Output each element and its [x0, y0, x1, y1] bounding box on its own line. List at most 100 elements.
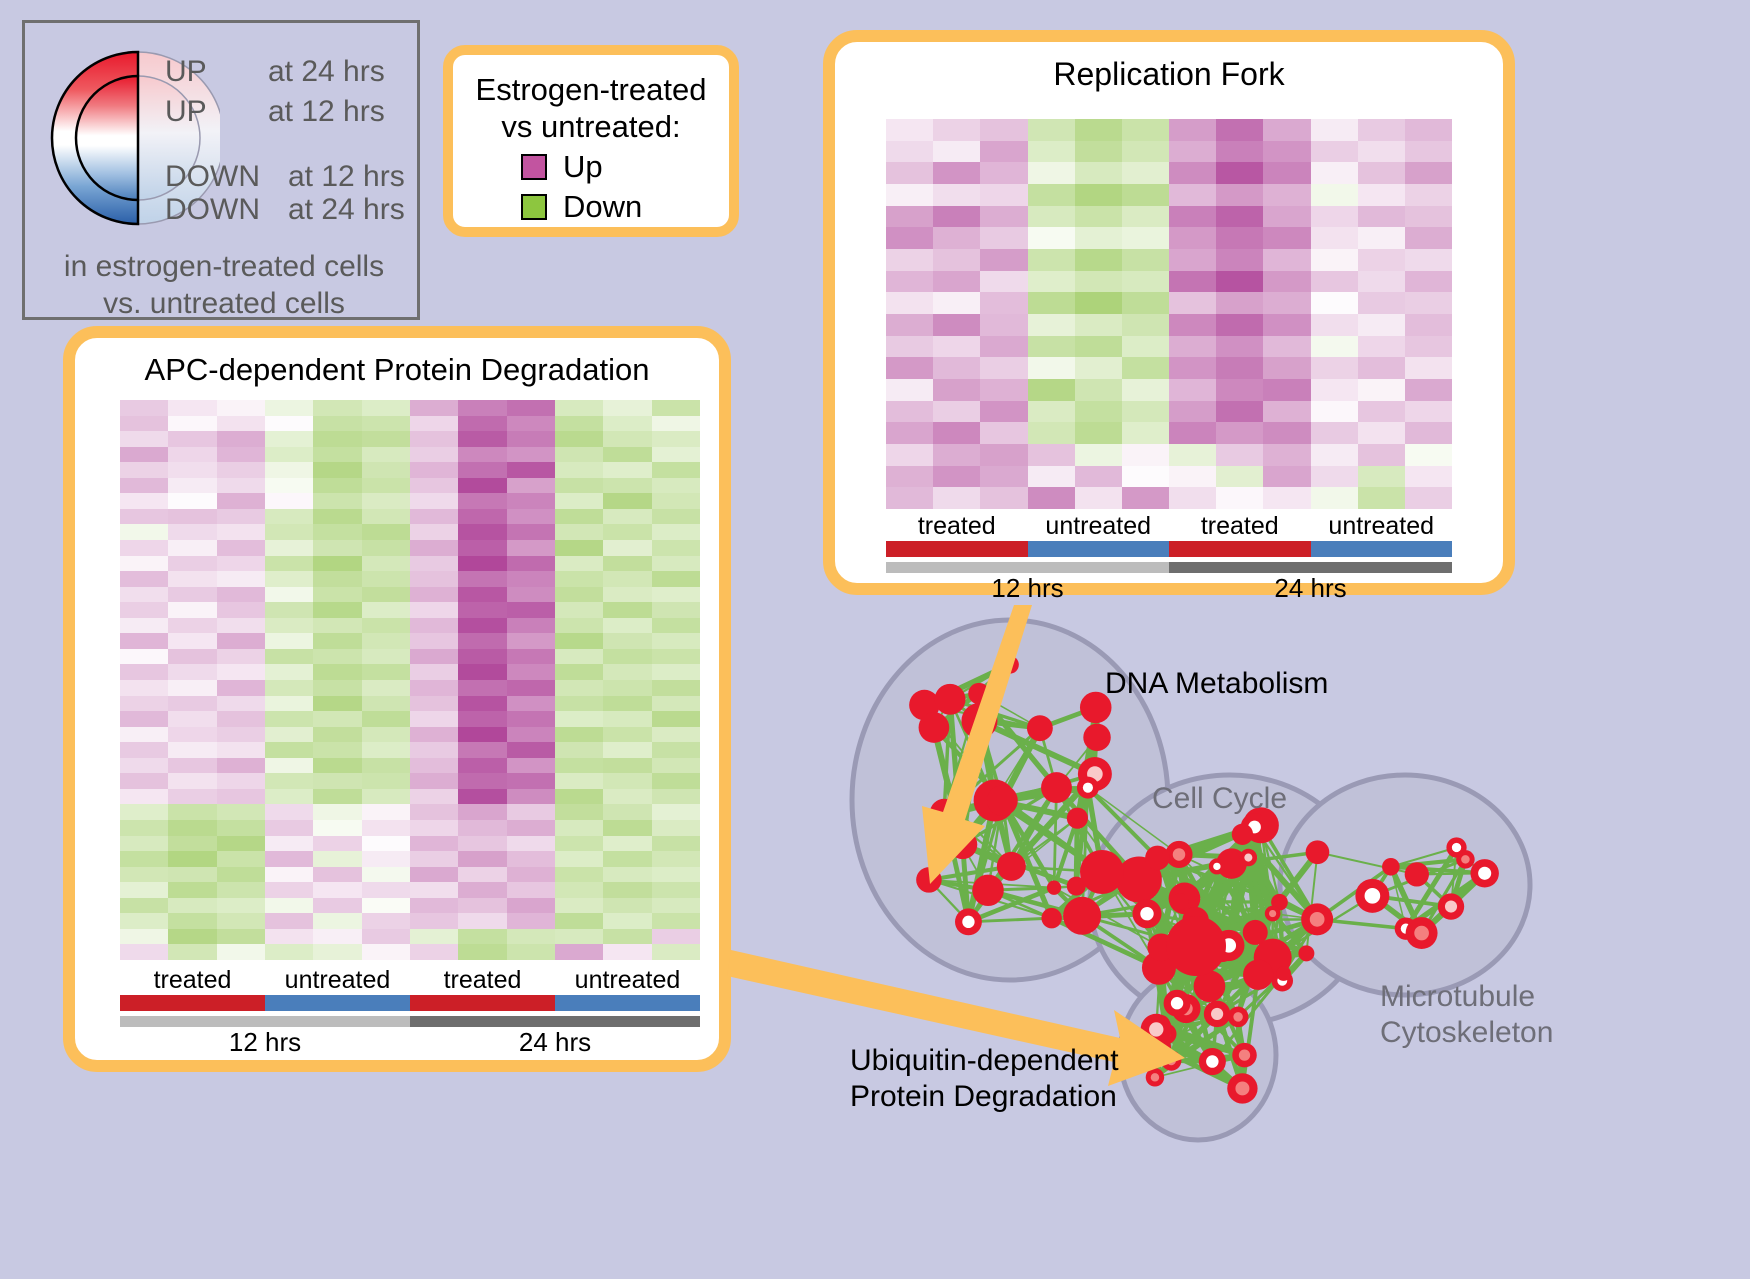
network-node[interactable]	[1166, 916, 1226, 976]
network-node[interactable]	[1305, 840, 1330, 865]
network-node[interactable]	[1470, 859, 1499, 888]
heatmap-cell	[1357, 205, 1405, 228]
network-node[interactable]	[1264, 905, 1281, 922]
heatmap-cell	[313, 711, 362, 727]
network-node[interactable]	[1456, 850, 1475, 869]
heatmap-cell	[506, 431, 555, 447]
network-node[interactable]	[1163, 989, 1191, 1017]
heatmap-cell	[361, 695, 410, 712]
heatmap-cell	[409, 400, 459, 416]
heatmap-cell	[458, 633, 507, 649]
network-node[interactable]	[1404, 862, 1429, 887]
network-node[interactable]	[1079, 691, 1112, 724]
network-node[interactable]	[1145, 845, 1170, 871]
arrow-to-replication-fork	[922, 605, 1032, 884]
network-node[interactable]	[955, 908, 982, 936]
heatmap-cell	[361, 508, 410, 525]
node-outer-disc	[934, 683, 966, 715]
heatmap-cell	[1310, 465, 1358, 488]
network-node[interactable]	[1208, 858, 1225, 875]
network-node[interactable]	[1083, 723, 1111, 752]
network-node[interactable]	[1165, 840, 1193, 869]
network-node[interactable]	[996, 851, 1026, 881]
network-node[interactable]	[1382, 857, 1400, 876]
heatmap-cell	[361, 897, 410, 914]
rf-bar-untreated-12	[1027, 541, 1169, 557]
node-outer-disc	[1115, 856, 1162, 903]
network-node[interactable]	[1243, 959, 1274, 990]
network-node[interactable]	[1239, 848, 1258, 867]
network-node[interactable]	[1298, 945, 1315, 962]
heatmap-cell	[409, 477, 459, 494]
heatmap-cell	[168, 477, 217, 494]
heatmap-cell	[1074, 119, 1122, 141]
heatmap-cell	[1404, 335, 1452, 358]
heatmap-cell	[1074, 357, 1122, 379]
network-node[interactable]	[987, 785, 1018, 816]
network-node[interactable]	[1227, 1006, 1249, 1028]
heatmap-cell	[1027, 227, 1075, 249]
network-node[interactable]	[1355, 878, 1390, 913]
network-node[interactable]	[1193, 970, 1226, 1003]
heatmap-cell	[216, 664, 265, 680]
network-node[interactable]	[1231, 823, 1254, 845]
network-node[interactable]	[1232, 1042, 1257, 1068]
heatmap-cell	[264, 882, 314, 898]
network-node[interactable]	[1066, 876, 1086, 896]
heatmap-cell	[458, 757, 507, 774]
heatmap-cell	[554, 400, 604, 416]
network-node[interactable]	[1437, 893, 1465, 920]
network-node[interactable]	[972, 874, 1004, 907]
network-node[interactable]	[1132, 899, 1162, 929]
heatmap-cell	[506, 913, 555, 929]
heatmap-cell	[933, 227, 981, 249]
heatmap-cell	[554, 726, 604, 743]
heatmap-cell	[1027, 487, 1075, 509]
heatmap-cell	[1404, 313, 1452, 336]
key-row-down: Down	[453, 189, 729, 225]
label-microtubule-line1: Microtubule	[1380, 980, 1536, 1013]
heatmap-cell	[1357, 357, 1405, 379]
network-node[interactable]	[1276, 966, 1291, 981]
network-node[interactable]	[1242, 919, 1268, 945]
heatmap-cell	[506, 726, 555, 743]
heatmap-cell	[168, 711, 217, 727]
network-node[interactable]	[1227, 1073, 1258, 1104]
heatmap-cell	[168, 851, 217, 867]
network-node[interactable]	[1041, 772, 1072, 804]
heatmap-cell	[1027, 205, 1075, 228]
heatmap-cell	[1121, 183, 1169, 206]
heatmap-cell	[409, 944, 459, 960]
network-node[interactable]	[1216, 848, 1247, 879]
network-node[interactable]	[1198, 1047, 1226, 1076]
network-node[interactable]	[1076, 776, 1099, 799]
network-node[interactable]	[1115, 856, 1162, 903]
heatmap-cell	[1263, 227, 1311, 249]
network-node[interactable]	[1203, 1000, 1231, 1028]
network-node[interactable]	[1405, 917, 1438, 950]
network-node[interactable]	[918, 712, 950, 743]
apc-group-label-2: treated	[443, 966, 522, 994]
heatmap-cell	[1027, 465, 1075, 488]
network-node[interactable]	[1063, 896, 1102, 935]
heatmap-cell	[1310, 313, 1358, 336]
network-node[interactable]	[1301, 903, 1334, 936]
heatmap-cell	[933, 205, 981, 228]
network-node[interactable]	[1041, 907, 1062, 929]
heatmap-cell	[361, 757, 410, 774]
heatmap-cell	[361, 944, 410, 960]
heatmap-cell	[603, 586, 652, 603]
heatmap-cell	[1027, 357, 1075, 379]
network-node[interactable]	[1026, 715, 1053, 742]
network-node[interactable]	[1080, 850, 1124, 894]
network-node[interactable]	[1066, 807, 1089, 829]
network-node[interactable]	[1171, 893, 1189, 910]
network-node[interactable]	[1046, 880, 1062, 895]
network-node[interactable]	[1145, 1068, 1165, 1087]
heatmap-cell	[933, 400, 981, 423]
panel-replication-fork: Replication Fork treated untreated treat…	[823, 30, 1515, 603]
heatmap-cell	[313, 462, 362, 478]
heatmap-cell	[409, 539, 459, 556]
heatmap-cell	[168, 602, 217, 618]
network-node[interactable]	[934, 683, 966, 715]
